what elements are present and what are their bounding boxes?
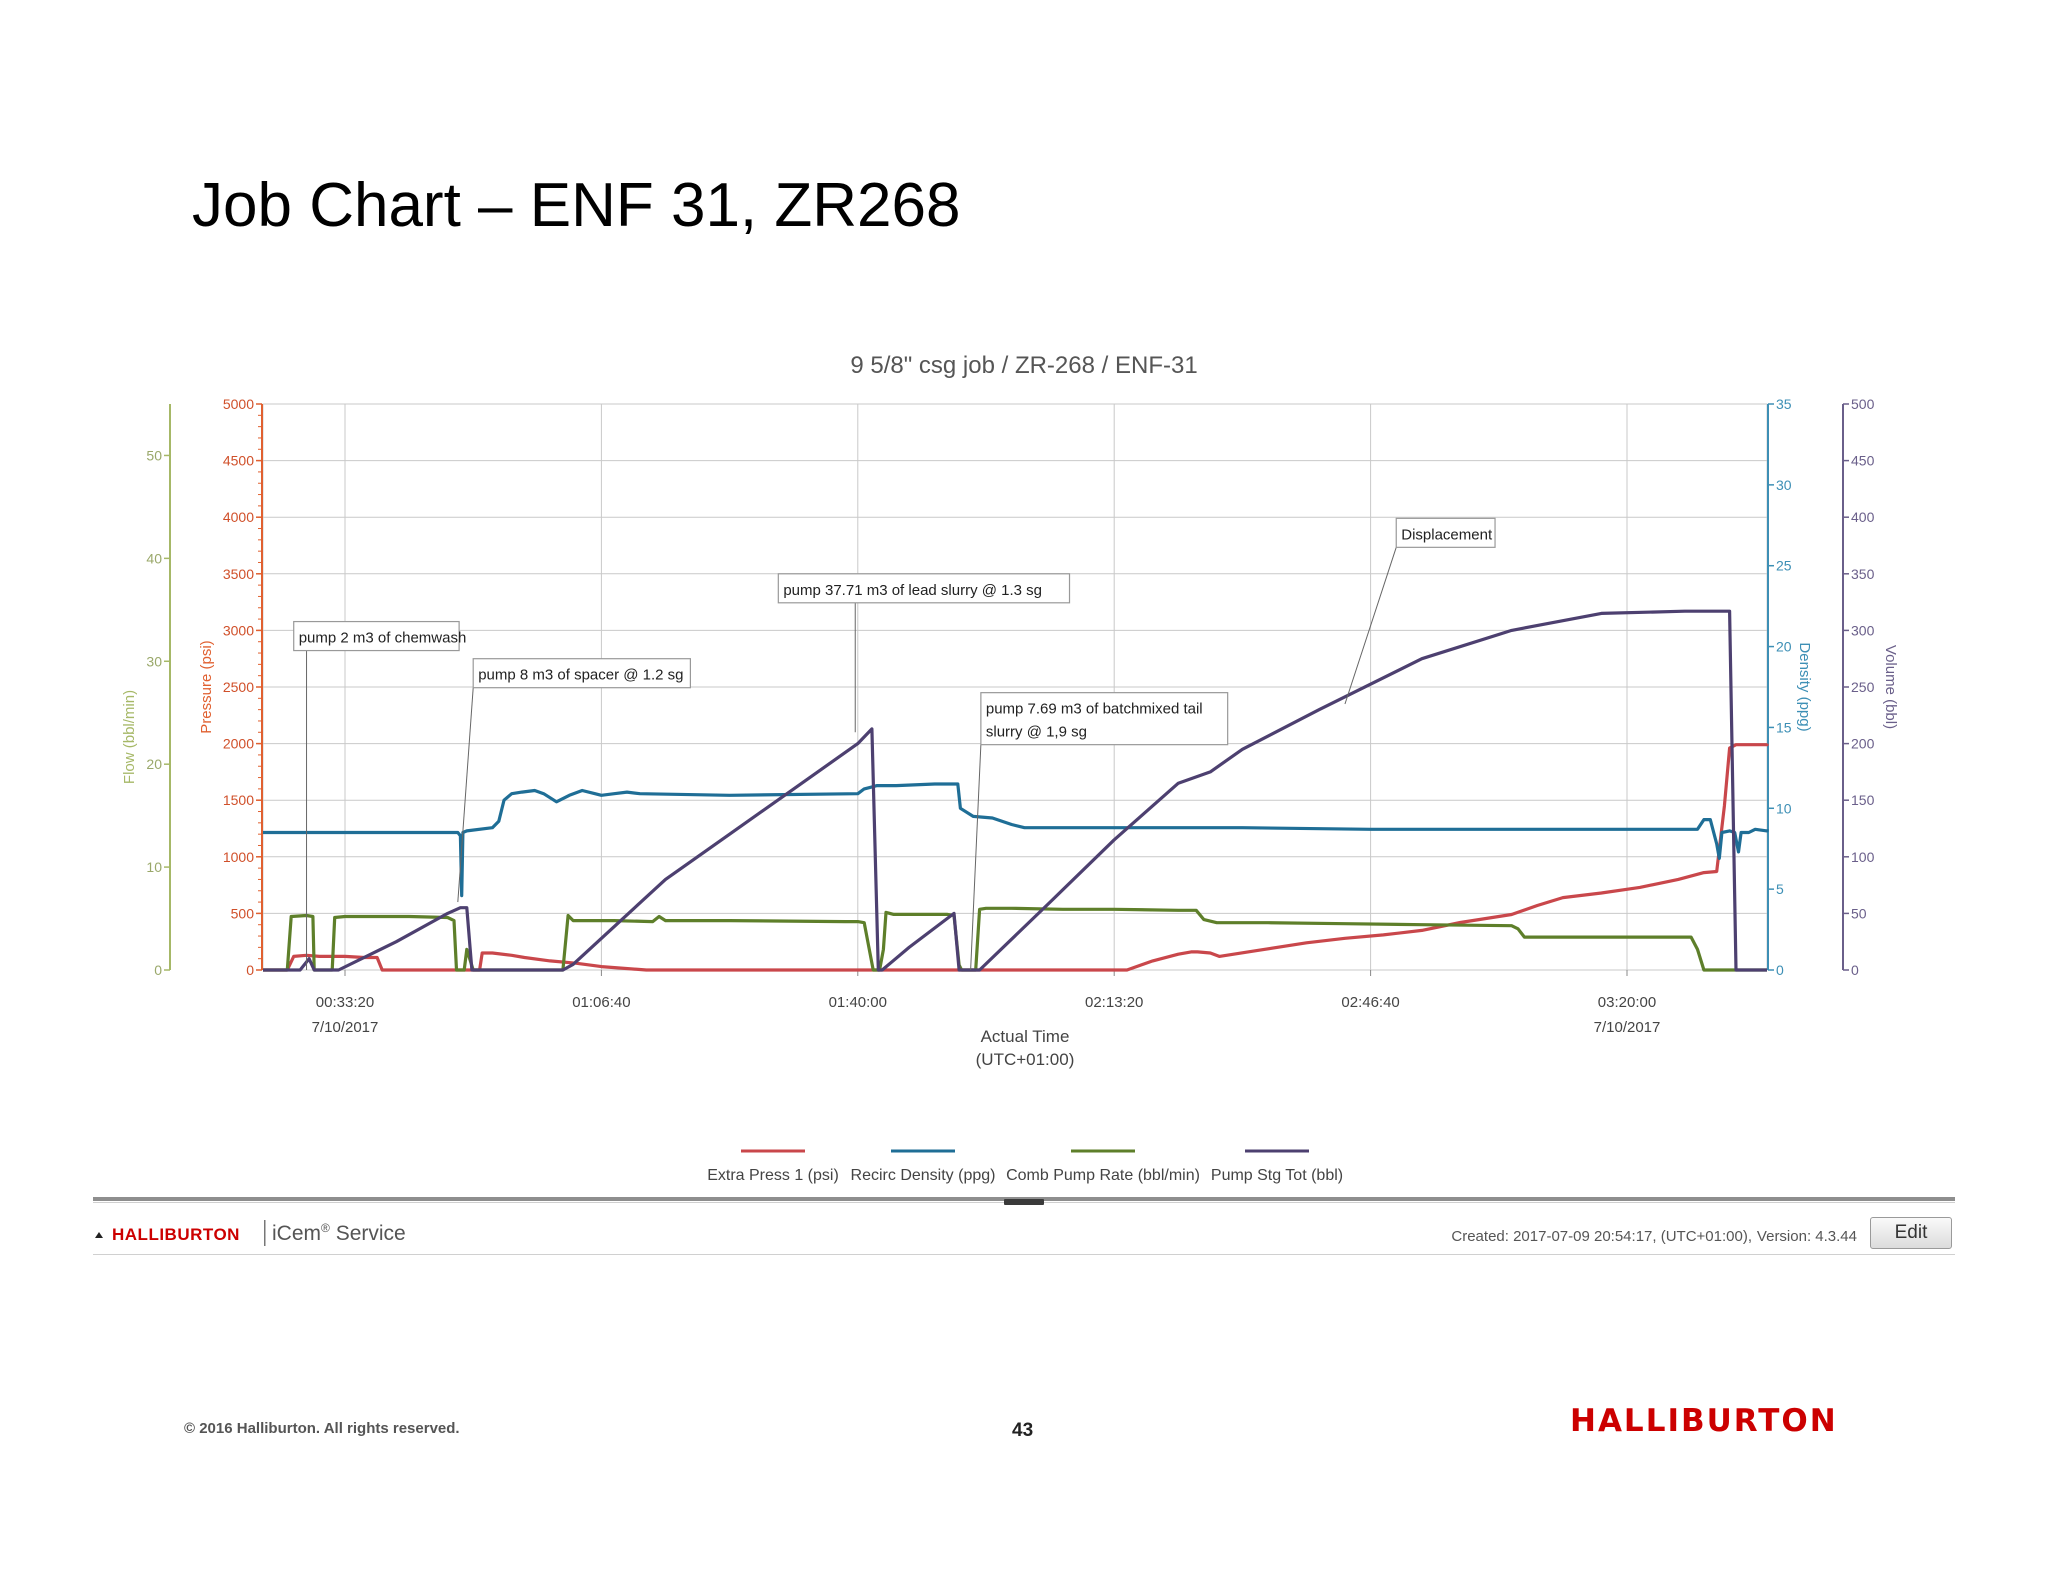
created-info: Created: 2017-07-09 20:54:17, (UTC+01:00… [1451, 1228, 1752, 1245]
x-tick-date: 7/10/2017 [1594, 1019, 1661, 1036]
pressure-tick-label: 0 [246, 962, 254, 978]
volume-tick-label: 50 [1851, 905, 1867, 921]
pressure-tick-label: 1500 [223, 792, 254, 808]
chart-annotations: pump 2 m3 of chemwash pump 8 m3 of spacer… [293, 517, 1496, 971]
annotation-leader [457, 687, 474, 903]
app-brand: HALLIBURTON [112, 1225, 240, 1244]
chart-title: 9 5/8" csg job / ZR-268 / ENF-31 [850, 352, 1197, 379]
chart-series [263, 609, 1769, 972]
volume-axis-label: Volume (bbl) [1882, 645, 1899, 729]
pressure-tick-label: 5000 [223, 396, 254, 412]
x-axis-label-timezone: (UTC+01:00) [976, 1050, 1075, 1069]
x-tick-label: 01:06:40 [572, 994, 630, 1011]
pressure-tick-label: 4500 [223, 453, 254, 469]
chart-axes: 00:33:20 7/10/2017 01:06:40 01:40:00 02:13:2… [121, 396, 1899, 1036]
legend-label: Recirc Density (ppg) [851, 1167, 996, 1184]
annotation-text: pump 7.69 m3 of batchmixed tail [986, 701, 1203, 718]
volume-tick-label: 500 [1851, 396, 1875, 412]
copyright-notice: © 2016 Halliburton. All rights reserved. [184, 1420, 460, 1437]
density-tick-label: 10 [1776, 800, 1792, 816]
annotation-leader [1344, 547, 1397, 705]
volume-tick-label: 300 [1851, 622, 1875, 638]
flow-tick-label: 20 [146, 756, 162, 772]
pressure-axis-label: Pressure (psi) [198, 640, 215, 733]
density-tick-label: 5 [1776, 881, 1784, 897]
legend-label: Extra Press 1 (psi) [707, 1167, 839, 1184]
volume-tick-label: 450 [1851, 453, 1875, 469]
x-tick-label: 00:33:20 [316, 994, 374, 1011]
resize-grip[interactable] [1004, 1199, 1044, 1205]
density-tick-label: 30 [1776, 477, 1792, 493]
volume-tick-label: 250 [1851, 679, 1875, 695]
x-tick-label: 02:46:40 [1341, 994, 1399, 1011]
series-line-density [263, 782, 1769, 898]
volume-tick-label: 100 [1851, 849, 1875, 865]
density-tick-label: 15 [1776, 719, 1792, 735]
series-line-flow [263, 906, 1767, 972]
legend-label: Comb Pump Rate (bbl/min) [1006, 1167, 1200, 1184]
app-status-bar: HALLIBURTON iCem® Service Created: 2017-… [93, 1197, 1955, 1255]
flow-tick-label: 30 [146, 653, 162, 669]
flow-tick-label: 40 [146, 550, 162, 566]
volume-tick-label: 200 [1851, 736, 1875, 752]
pressure-tick-label: 4000 [223, 509, 254, 525]
pressure-tick-label: 3500 [223, 566, 254, 582]
flow-tick-label: 0 [154, 962, 162, 978]
app-product: iCem [272, 1222, 321, 1245]
halliburton-logo: HALLIBURTON [1570, 1403, 1838, 1439]
flow-tick-label: 50 [146, 447, 162, 463]
volume-tick-label: 150 [1851, 792, 1875, 808]
x-tick-label: 01:40:00 [829, 994, 887, 1011]
density-tick-label: 25 [1776, 558, 1792, 574]
svg-text:iCem® Service: iCem® Service [272, 1221, 406, 1245]
annotation-leader [970, 744, 982, 971]
page-number: 43 [1012, 1420, 1034, 1441]
volume-tick-label: 350 [1851, 566, 1875, 582]
flow-axis-label: Flow (bbl/min) [121, 690, 138, 784]
pressure-tick-label: 2500 [223, 679, 254, 695]
annotation-box [980, 692, 1229, 746]
slide-title: Job Chart – ENF 31, ZR268 [192, 171, 961, 240]
density-tick-label: 0 [1776, 962, 1784, 978]
volume-tick-label: 400 [1851, 509, 1875, 525]
annotation-text: pump 8 m3 of spacer @ 1.2 sg [478, 667, 683, 684]
x-axis-label: Actual Time [981, 1027, 1070, 1046]
density-tick-label: 35 [1776, 396, 1792, 412]
version-info: Version: 4.3.44 [1757, 1228, 1857, 1245]
annotation-box [1395, 517, 1496, 548]
volume-tick-label: 0 [1851, 962, 1859, 978]
collapse-icon[interactable] [95, 1232, 103, 1238]
legend-label: Pump Stg Tot (bbl) [1211, 1167, 1343, 1184]
annotation-text: pump 37.71 m3 of lead slurry @ 1.3 sg [783, 582, 1042, 599]
app-product-reg: ® [321, 1221, 330, 1235]
annotation-text: Displacement [1401, 526, 1493, 543]
annotation-box [472, 658, 692, 689]
series-line-volume [263, 609, 1767, 972]
annotation-text: pump 2 m3 of chemwash [299, 630, 467, 647]
x-tick-label: 02:13:20 [1085, 994, 1143, 1011]
flow-tick-label: 10 [146, 859, 162, 875]
annotation-box [293, 620, 460, 652]
density-axis-label: Density (ppg) [1796, 642, 1813, 731]
density-tick-label: 20 [1776, 639, 1792, 655]
series-line-pressure [263, 743, 1769, 972]
edit-button[interactable]: Edit [1870, 1217, 1952, 1249]
pressure-tick-label: 3000 [223, 622, 254, 638]
pressure-tick-label: 2000 [223, 736, 254, 752]
x-tick-date: 7/10/2017 [312, 1019, 379, 1036]
app-product-suffix: Service [330, 1222, 406, 1245]
pressure-tick-label: 1000 [223, 849, 254, 865]
x-tick-label: 03:20:00 [1598, 994, 1656, 1011]
pressure-tick-label: 500 [231, 905, 255, 921]
chart-legend: Extra Press 1 (psi) Recirc Density (ppg) C… [707, 1149, 1343, 1184]
annotation-text: slurry @ 1,9 sg [986, 724, 1087, 741]
annotation-box [777, 573, 1071, 604]
